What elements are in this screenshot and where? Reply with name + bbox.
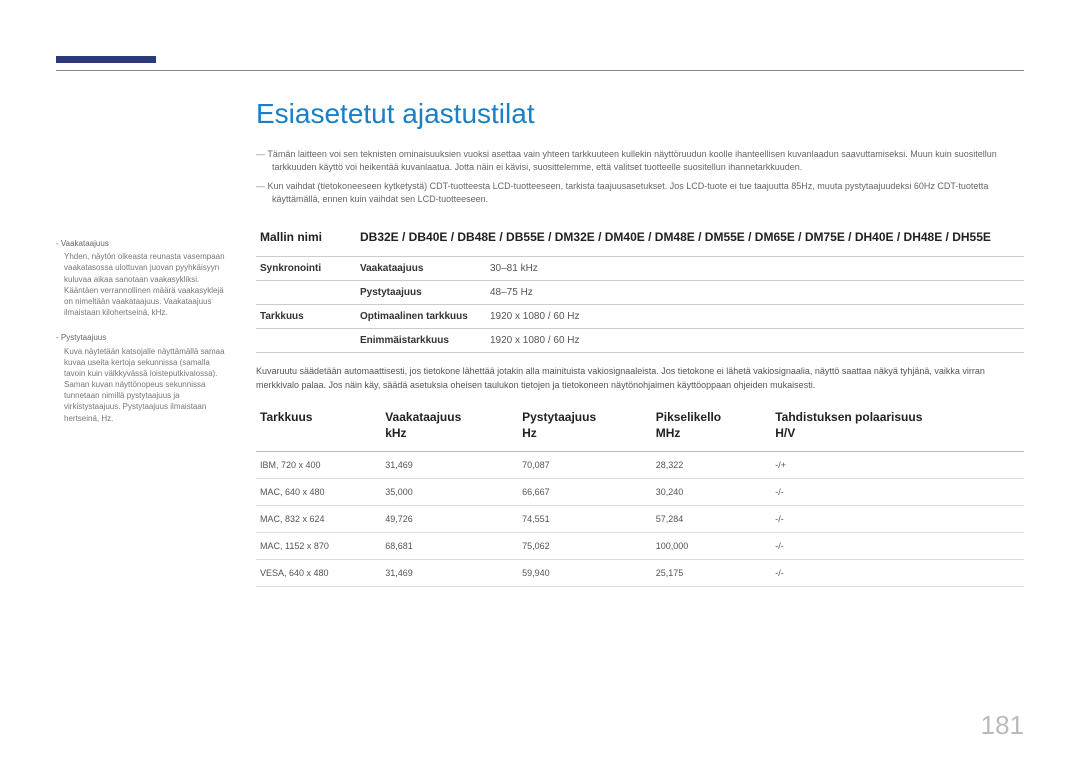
cell: 28,322 bbox=[652, 452, 772, 479]
table-row: IBM, 720 x 400 31,469 70,087 28,322 -/+ bbox=[256, 452, 1024, 479]
sidebar-term-title: Pystytaajuus bbox=[56, 332, 226, 343]
spec-label bbox=[256, 281, 356, 305]
cell: MAC, 1152 x 870 bbox=[256, 533, 381, 560]
cell: 35,000 bbox=[381, 479, 518, 506]
sidebar-term-body: Kuva näytetään katsojalle näyttämällä sa… bbox=[56, 346, 226, 424]
spec-model-value: DB32E / DB40E / DB48E / DB55E / DM32E / … bbox=[356, 220, 1024, 257]
main-column: Esiasetetut ajastustilat Tämän laitteen … bbox=[256, 98, 1024, 587]
spec-label bbox=[256, 329, 356, 353]
sidebar-term: Vaakataajuus Yhden, näytön oikeasta reun… bbox=[56, 238, 226, 318]
spec-sublabel: Pystytaajuus bbox=[356, 281, 486, 305]
sidebar-term-title: Vaakataajuus bbox=[56, 238, 226, 249]
cell: 74,551 bbox=[518, 506, 652, 533]
cell: 31,469 bbox=[381, 452, 518, 479]
col-h-0: Tarkkuus bbox=[260, 410, 312, 424]
cell: -/+ bbox=[771, 452, 1024, 479]
cell: -/- bbox=[771, 533, 1024, 560]
cell: 30,240 bbox=[652, 479, 772, 506]
cell: VESA, 640 x 480 bbox=[256, 560, 381, 587]
content-wrapper: Vaakataajuus Yhden, näytön oikeasta reun… bbox=[56, 98, 1024, 587]
spec-value: 30–81 kHz bbox=[486, 257, 1024, 281]
cell: MAC, 640 x 480 bbox=[256, 479, 381, 506]
cell: 68,681 bbox=[381, 533, 518, 560]
cell: 57,284 bbox=[652, 506, 772, 533]
cell: -/- bbox=[771, 479, 1024, 506]
page-number: 181 bbox=[981, 710, 1024, 741]
cell: 66,667 bbox=[518, 479, 652, 506]
spec-label: Tarkkuus bbox=[256, 305, 356, 329]
spec-model-row: Mallin nimi DB32E / DB40E / DB48E / DB55… bbox=[256, 220, 1024, 257]
note-text: Kun vaihdat (tietokoneeseen kytketystä) … bbox=[256, 180, 1024, 206]
note-text: Tämän laitteen voi sen teknisten ominais… bbox=[256, 148, 1024, 174]
cell: IBM, 720 x 400 bbox=[256, 452, 381, 479]
spec-sublabel: Optimaalinen tarkkuus bbox=[356, 305, 486, 329]
spec-label: Synkronointi bbox=[256, 257, 356, 281]
timing-tbody: IBM, 720 x 400 31,469 70,087 28,322 -/+ … bbox=[256, 452, 1024, 587]
cell: -/- bbox=[771, 560, 1024, 587]
accent-bar bbox=[56, 56, 156, 63]
cell: 70,087 bbox=[518, 452, 652, 479]
timing-col-header: PystytaajuusHz bbox=[518, 402, 652, 452]
top-rule bbox=[56, 70, 1024, 71]
timing-col-header: Tahdistuksen polaarisuusH/V bbox=[771, 402, 1024, 452]
spec-value: 1920 x 1080 / 60 Hz bbox=[486, 305, 1024, 329]
cell: 75,062 bbox=[518, 533, 652, 560]
page: Vaakataajuus Yhden, näytön oikeasta reun… bbox=[0, 0, 1080, 763]
spec-value: 1920 x 1080 / 60 Hz bbox=[486, 329, 1024, 353]
cell: MAC, 832 x 624 bbox=[256, 506, 381, 533]
sidebar-term: Pystytaajuus Kuva näytetään katsojalle n… bbox=[56, 332, 226, 424]
timing-table: Tarkkuus VaakataajuuskHz PystytaajuusHz … bbox=[256, 402, 1024, 587]
sidebar-term-body: Yhden, näytön oikeasta reunasta vasempaa… bbox=[56, 251, 226, 318]
timing-col-header: PikselikelloMHz bbox=[652, 402, 772, 452]
spec-row: Pystytaajuus 48–75 Hz bbox=[256, 281, 1024, 305]
spec-row: Synkronointi Vaakataajuus 30–81 kHz bbox=[256, 257, 1024, 281]
spec-sublabel: Vaakataajuus bbox=[356, 257, 486, 281]
sidebar: Vaakataajuus Yhden, näytön oikeasta reun… bbox=[56, 98, 226, 587]
cell: 100,000 bbox=[652, 533, 772, 560]
spec-model-label: Mallin nimi bbox=[256, 220, 356, 257]
spec-value: 48–75 Hz bbox=[486, 281, 1024, 305]
cell: 25,175 bbox=[652, 560, 772, 587]
timing-col-header: VaakataajuuskHz bbox=[381, 402, 518, 452]
spec-sublabel: Enimmäistarkkuus bbox=[356, 329, 486, 353]
timing-header-row: Tarkkuus VaakataajuuskHz PystytaajuusHz … bbox=[256, 402, 1024, 452]
timing-col-header: Tarkkuus bbox=[256, 402, 381, 452]
cell: 31,469 bbox=[381, 560, 518, 587]
cell: 49,726 bbox=[381, 506, 518, 533]
cell: -/- bbox=[771, 506, 1024, 533]
table-row: MAC, 640 x 480 35,000 66,667 30,240 -/- bbox=[256, 479, 1024, 506]
body-paragraph: Kuvaruutu säädetään automaattisesti, jos… bbox=[256, 365, 1024, 392]
table-row: VESA, 640 x 480 31,469 59,940 25,175 -/- bbox=[256, 560, 1024, 587]
table-row: MAC, 1152 x 870 68,681 75,062 100,000 -/… bbox=[256, 533, 1024, 560]
page-title: Esiasetetut ajastustilat bbox=[256, 98, 1024, 130]
table-row: MAC, 832 x 624 49,726 74,551 57,284 -/- bbox=[256, 506, 1024, 533]
spec-row: Enimmäistarkkuus 1920 x 1080 / 60 Hz bbox=[256, 329, 1024, 353]
spec-table: Mallin nimi DB32E / DB40E / DB48E / DB55… bbox=[256, 220, 1024, 353]
spec-row: Tarkkuus Optimaalinen tarkkuus 1920 x 10… bbox=[256, 305, 1024, 329]
cell: 59,940 bbox=[518, 560, 652, 587]
